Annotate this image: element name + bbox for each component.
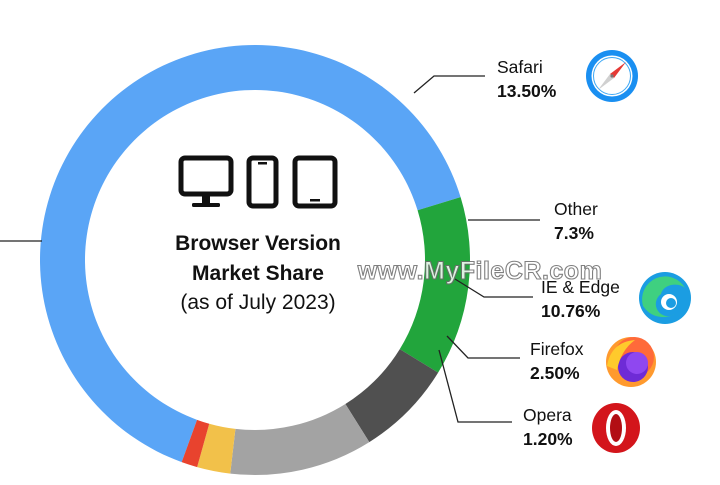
slice-opera	[181, 419, 210, 468]
edge-icon	[639, 272, 691, 324]
label-ie-edge-name: IE & Edge	[541, 277, 620, 297]
label-other-value: 7.3%	[554, 223, 594, 243]
chart-title-line-2: Market Share	[192, 262, 324, 285]
slice-safari	[399, 197, 470, 373]
label-firefox-name: Firefox	[530, 339, 584, 359]
label-opera-value: 1.20%	[523, 429, 573, 449]
desktop-monitor-icon	[178, 155, 234, 207]
slice-other	[345, 349, 439, 443]
label-safari-name: Safari	[497, 57, 543, 77]
safari-icon	[586, 50, 638, 102]
device-icons	[178, 155, 338, 209]
smartphone-icon	[246, 155, 279, 209]
tablet-icon	[292, 155, 338, 209]
label-safari-value: 13.50%	[497, 81, 557, 101]
opera-icon	[592, 403, 640, 453]
leader-line-firefox	[446, 335, 520, 359]
firefox-icon	[606, 337, 656, 387]
slice-ie-edge	[230, 403, 370, 475]
label-other-name: Other	[554, 199, 598, 219]
label-ie-edge-value: 10.76%	[541, 301, 601, 321]
leader-line-safari	[413, 75, 485, 94]
donut-ring	[40, 45, 470, 475]
leader-lines	[0, 75, 540, 423]
slice-firefox	[197, 423, 236, 474]
leader-line-ie-edge	[454, 278, 533, 298]
label-opera-name: Opera	[523, 405, 572, 425]
chart-title-line-1: Browser Version	[175, 232, 341, 255]
watermark-text: www.MyFileCR.com	[357, 257, 603, 285]
chart-subtitle: (as of July 2023)	[180, 291, 335, 314]
label-firefox-value: 2.50%	[530, 363, 580, 383]
leader-line-opera	[438, 349, 512, 423]
